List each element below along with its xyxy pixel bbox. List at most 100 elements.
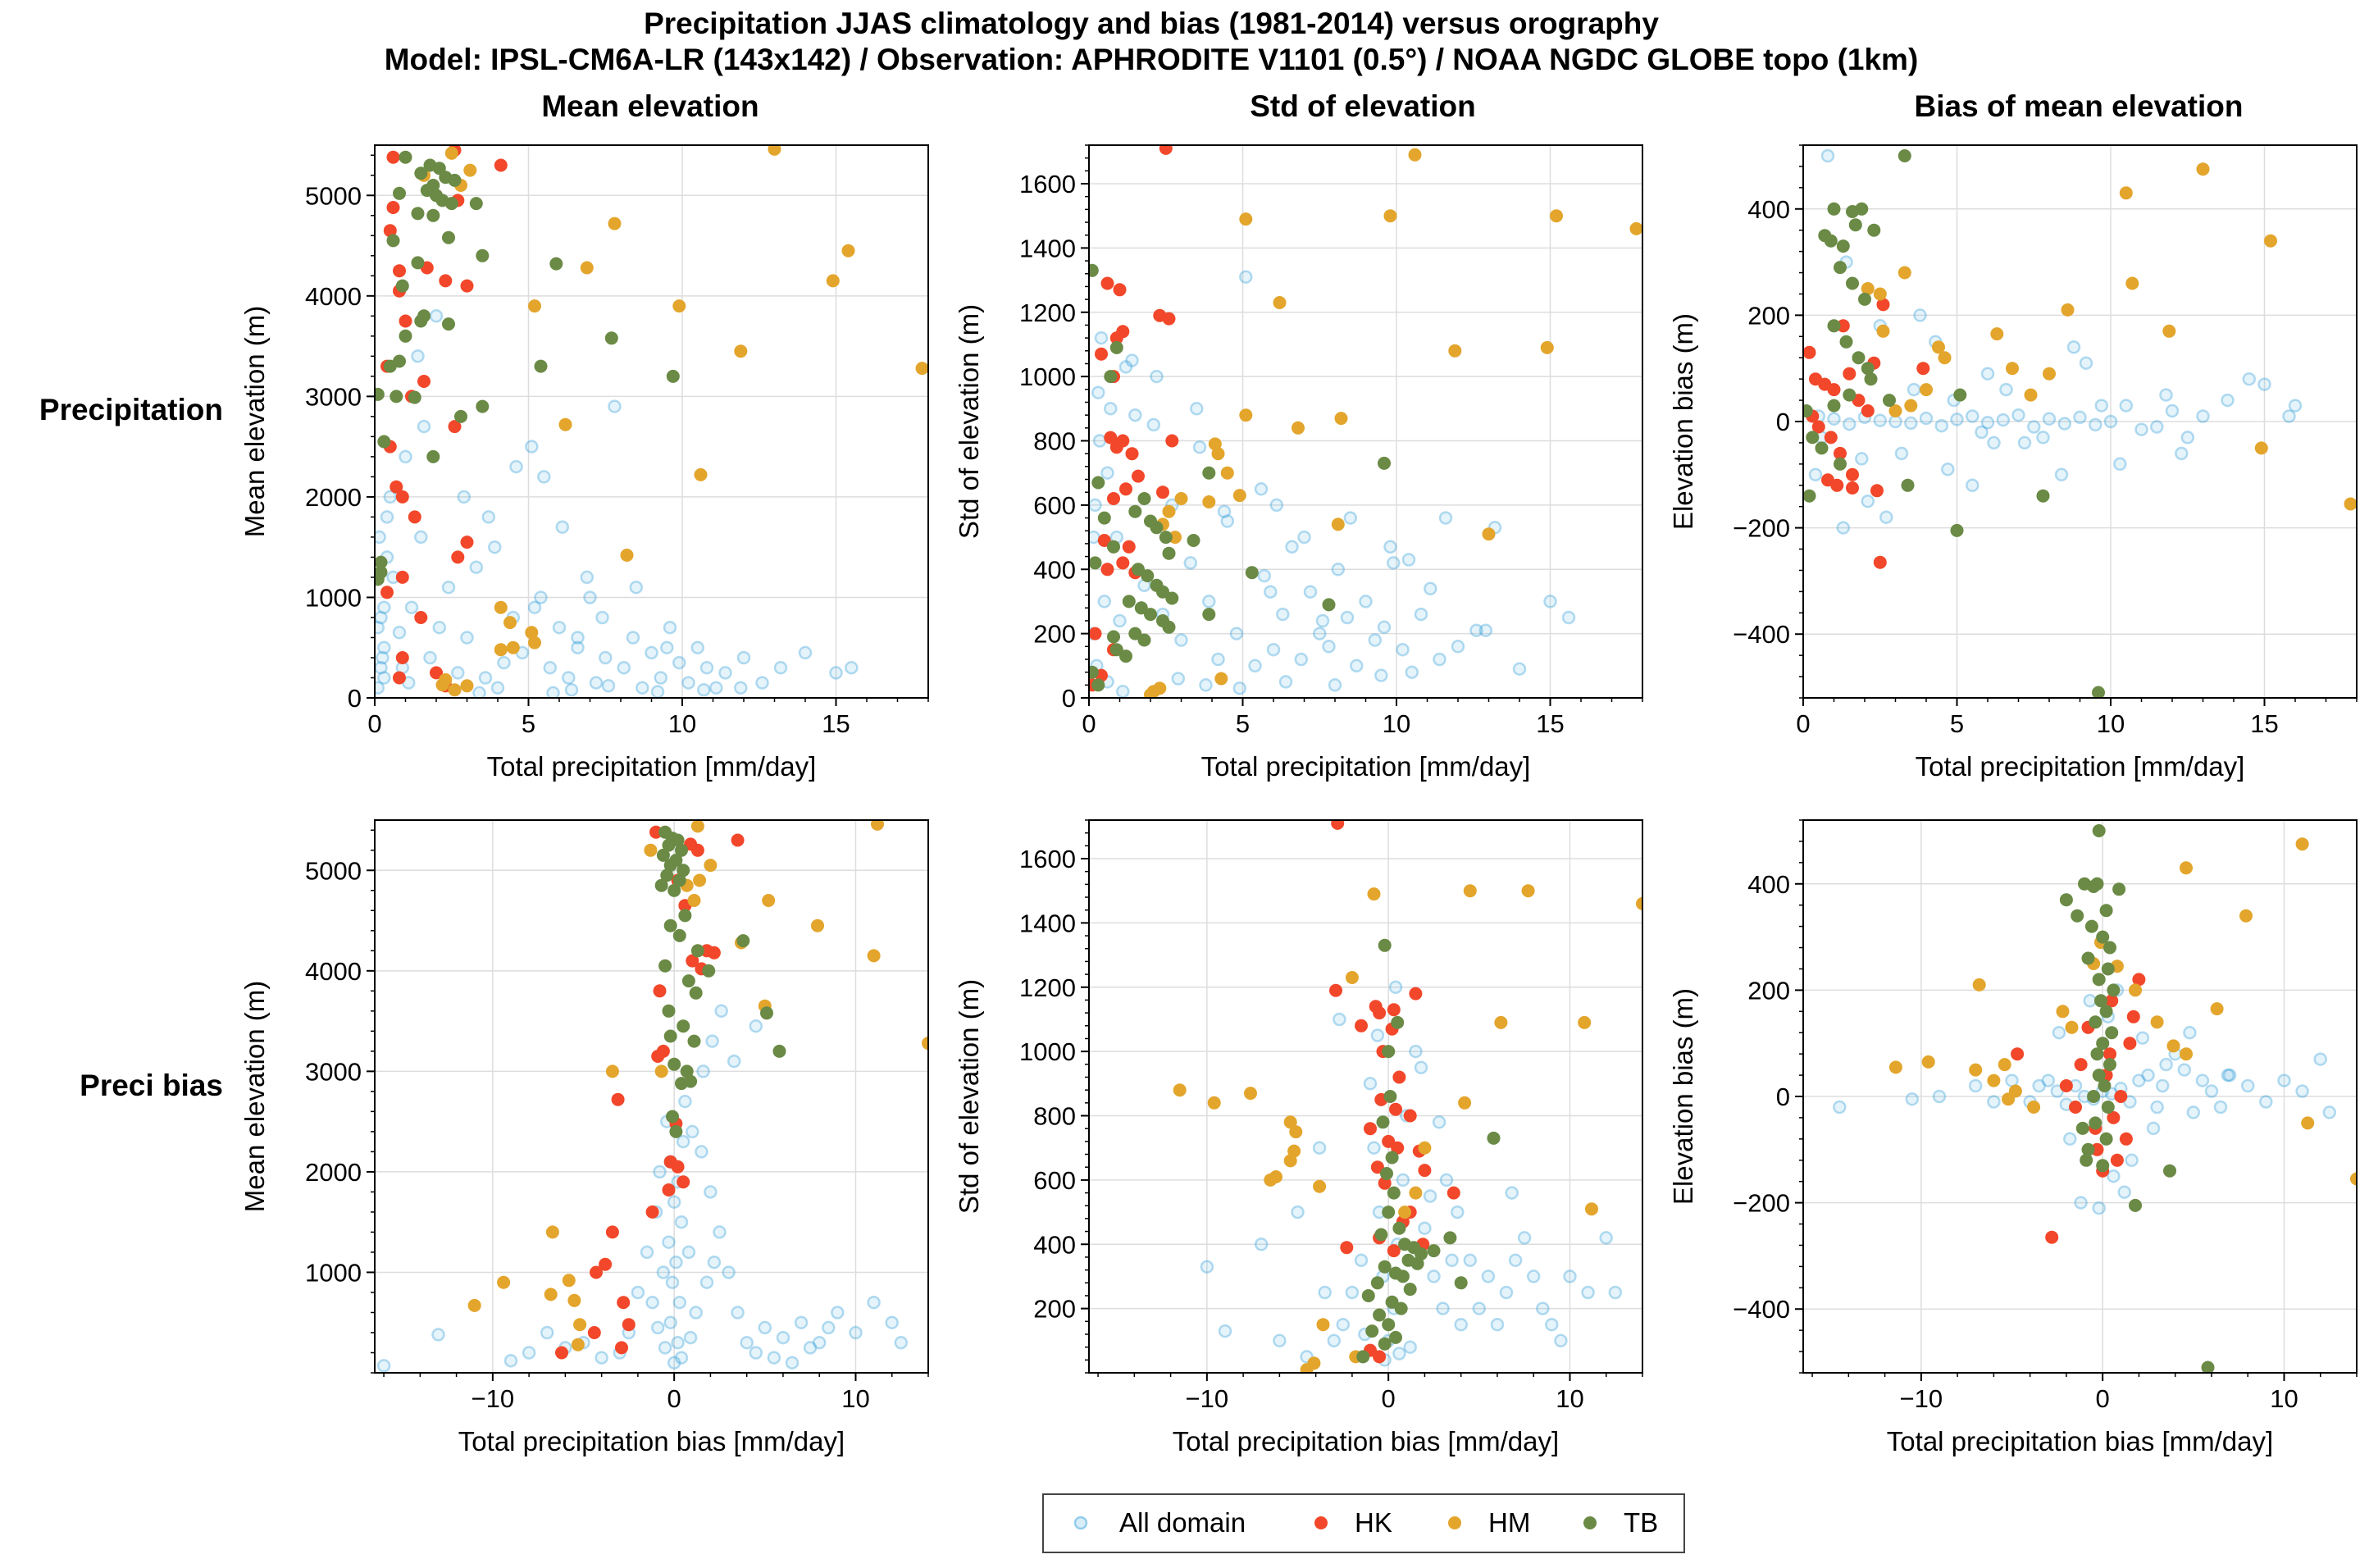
point-hk xyxy=(605,1225,619,1239)
point-all-domain xyxy=(1239,270,1253,284)
point-tb xyxy=(1141,569,1155,583)
point-hk xyxy=(451,550,465,564)
point-hk xyxy=(1370,1160,1384,1174)
legend-label-tb: TB xyxy=(1624,1507,1658,1538)
y-tick-label: 0 xyxy=(348,684,362,713)
y-tick-label: −400 xyxy=(1733,1295,1790,1324)
point-all-domain xyxy=(1200,1260,1214,1274)
point-hm xyxy=(1273,296,1287,309)
point-all-domain xyxy=(2257,377,2271,391)
point-all-domain xyxy=(722,1265,736,1279)
point-all-domain xyxy=(1433,652,1446,667)
point-hk xyxy=(1364,1122,1377,1136)
point-all-domain xyxy=(608,399,622,413)
point-tb xyxy=(1897,149,1911,162)
y-tick-label: 1200 xyxy=(1019,299,1076,327)
point-all-domain xyxy=(2141,1068,2155,1083)
point-all-domain xyxy=(2282,409,2296,423)
point-tb xyxy=(2103,941,2116,955)
point-all-domain xyxy=(794,1315,809,1329)
point-hm xyxy=(1244,1087,1257,1101)
y-tick-label: 400 xyxy=(1033,1230,1076,1259)
point-tb xyxy=(1089,556,1102,570)
point-all-domain xyxy=(707,1255,722,1269)
point-tb xyxy=(1104,370,1118,384)
point-all-domain xyxy=(1248,659,1262,673)
point-all-domain xyxy=(1354,1253,1369,1268)
point-tb xyxy=(1846,276,1859,290)
point-tb xyxy=(1365,1324,1379,1338)
point-tb xyxy=(1162,546,1176,560)
point-hk xyxy=(1109,331,1123,345)
point-tb xyxy=(395,279,409,293)
point-hm xyxy=(1239,408,1253,422)
point-all-domain xyxy=(656,1265,671,1279)
y-tick-label: 200 xyxy=(1033,620,1076,649)
point-all-domain xyxy=(672,1295,687,1310)
point-hk xyxy=(2090,1142,2104,1156)
point-tb xyxy=(1867,223,1881,237)
point-hk xyxy=(1827,383,1841,397)
point-tb xyxy=(1953,388,1967,402)
point-tb xyxy=(2090,1047,2104,1061)
point-all-domain xyxy=(1218,1324,1232,1338)
point-tb xyxy=(1144,608,1157,622)
point-tb xyxy=(383,359,397,373)
point-hk xyxy=(395,651,409,664)
point-all-domain xyxy=(2322,1105,2337,1119)
point-hm xyxy=(2006,362,2019,376)
point-hk xyxy=(2045,1230,2059,1244)
point-tb xyxy=(1380,1167,1393,1180)
point-all-domain xyxy=(497,655,511,670)
point-tb xyxy=(675,1077,688,1091)
point-all-domain xyxy=(377,600,391,614)
point-hk xyxy=(408,510,421,524)
point-tb xyxy=(411,207,425,221)
point-hk xyxy=(1409,987,1423,1001)
point-all-domain xyxy=(1563,1269,1577,1283)
point-tb xyxy=(420,184,434,198)
point-hm xyxy=(734,344,748,358)
point-hk xyxy=(1355,1019,1368,1032)
point-tb xyxy=(1382,1318,1396,1332)
point-all-domain xyxy=(1383,540,1397,554)
point-tb xyxy=(1806,431,1820,444)
point-all-domain xyxy=(1608,1285,1623,1300)
point-tb xyxy=(534,359,548,373)
point-hm xyxy=(1383,209,1397,223)
point-hm xyxy=(497,1275,511,1289)
point-tb xyxy=(1134,601,1148,615)
y-tick-label: −400 xyxy=(1733,620,1790,649)
point-all-domain xyxy=(2073,410,2087,425)
point-hm xyxy=(448,683,462,697)
point-all-domain xyxy=(767,1351,781,1365)
y-tick-label: 600 xyxy=(1033,1166,1076,1195)
point-all-domain xyxy=(1423,1189,1437,1203)
point-tb xyxy=(2036,489,2050,503)
point-all-domain xyxy=(689,1306,703,1320)
point-hm xyxy=(2350,1172,2357,1186)
point-hm xyxy=(693,873,707,887)
point-tb xyxy=(654,878,668,892)
point-hm xyxy=(1938,351,1952,365)
point-hk xyxy=(1100,563,1114,577)
point-hk xyxy=(587,1326,601,1339)
point-hm xyxy=(871,820,884,831)
point-hk xyxy=(448,420,462,434)
point-hk xyxy=(1109,440,1123,454)
point-all-domain xyxy=(1333,1012,1346,1027)
x-tick-label: 10 xyxy=(1556,1384,1583,1413)
point-hm xyxy=(1367,887,1381,901)
point-all-domain xyxy=(589,676,604,690)
point-tb xyxy=(702,964,716,978)
point-all-domain xyxy=(665,1275,680,1289)
point-all-domain xyxy=(1229,627,1244,640)
point-hk xyxy=(383,224,397,238)
point-tb xyxy=(1202,466,1216,480)
point-tb xyxy=(2092,1069,2106,1083)
point-all-domain xyxy=(1855,452,1869,466)
point-hm xyxy=(1998,1058,2011,1072)
point-all-domain xyxy=(1432,1115,1446,1129)
point-all-domain xyxy=(1438,511,1453,525)
point-all-domain xyxy=(631,1285,645,1300)
